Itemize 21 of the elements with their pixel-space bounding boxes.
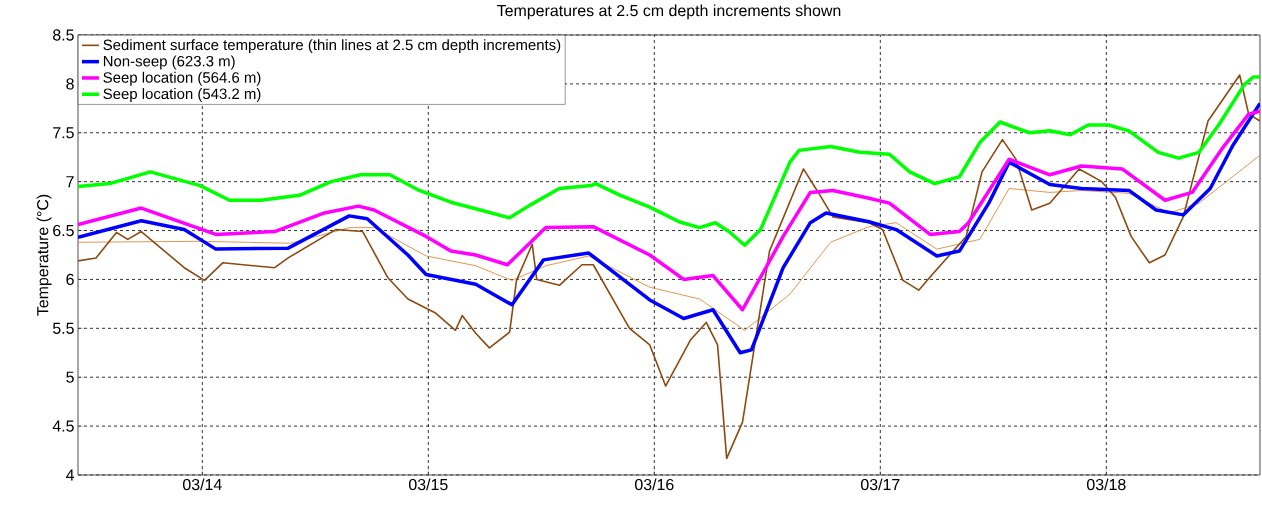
y-tick-label: 5 — [66, 371, 74, 383]
y-tick-label: 5.5 — [52, 322, 74, 334]
y-tick-label: 4.5 — [52, 420, 74, 432]
legend-label: Seep location (543.2 m) — [103, 88, 261, 103]
x-tick-label: 03/17 — [861, 478, 900, 491]
y-tick-label: 8.5 — [53, 29, 74, 41]
y-tick-label: 6 — [66, 273, 74, 286]
x-tick-label: 03/14 — [182, 478, 222, 491]
x-tick-label: 03/18 — [1087, 478, 1126, 491]
chart-title: Temperatures at 2.5 cm depth increments shown — [497, 4, 841, 20]
y-tick-label: 6.5 — [53, 224, 74, 237]
x-tick-label: 03/16 — [635, 478, 674, 491]
x-tick-label: 03/15 — [408, 478, 448, 491]
y-tick-label: 7.5 — [53, 127, 74, 139]
legend-label: Non-seep (623.3 m) — [103, 55, 235, 70]
y-tick-label: 8 — [66, 78, 74, 90]
legend-label: Seep location (564.6 m) — [103, 71, 261, 86]
y-axis-title: Temperature (°C) — [36, 194, 52, 316]
y-tick-label: 4 — [65, 469, 75, 481]
legend-label: Sediment surface temperature (thin lines at 2.5 cm depth increments) — [103, 39, 561, 54]
y-tick-label: 7 — [66, 176, 74, 188]
